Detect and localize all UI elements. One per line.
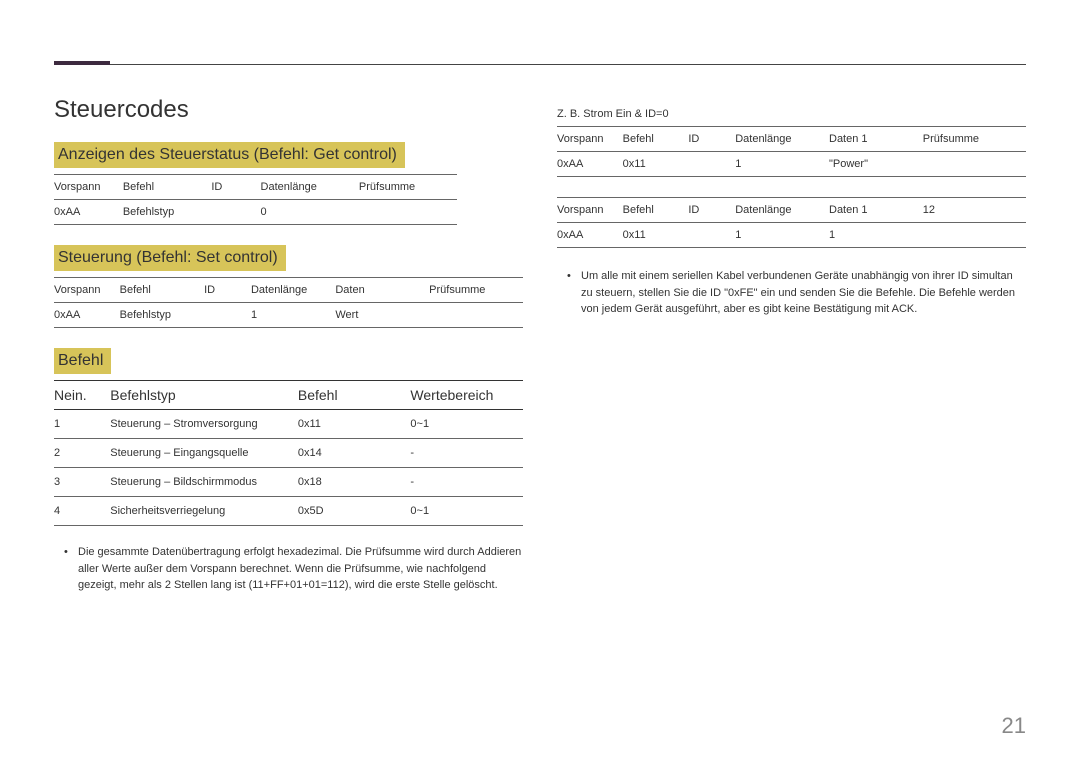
table-example-2: Vorspann Befehl ID Datenlänge Daten 1 12… <box>557 197 1026 248</box>
th: Befehl <box>623 198 689 223</box>
table-row: 0xAA 0x11 1 "Power" <box>557 152 1026 177</box>
th: Prüfsumme <box>359 175 457 200</box>
th: Vorspann <box>54 278 120 303</box>
table-get-control: Vorspann Befehl ID Datenlänge Prüfsumme … <box>54 174 457 225</box>
th: Daten 1 <box>829 127 923 152</box>
th: Datenlänge <box>735 198 829 223</box>
th: ID <box>204 278 251 303</box>
th: Datenlänge <box>735 127 829 152</box>
th: Prüfsumme <box>923 127 1026 152</box>
th: Befehlstyp <box>110 381 298 410</box>
heading-befehl: Befehl <box>54 348 111 374</box>
table-row: 3 Steuerung – Bildschirmmodus 0x18 - <box>54 468 523 497</box>
td: Befehlstyp <box>120 303 204 328</box>
table-set-control: Vorspann Befehl ID Datenlänge Daten Prüf… <box>54 277 523 328</box>
th: ID <box>688 127 735 152</box>
td: 0x14 <box>298 439 411 468</box>
td: Sicherheitsverriegelung <box>110 497 298 526</box>
th: Daten 1 <box>829 198 923 223</box>
heading-get-control: Anzeigen des Steuerstatus (Befehl: Get c… <box>54 142 405 168</box>
th: Befehl <box>120 278 204 303</box>
td: Befehlstyp <box>123 200 212 225</box>
column-left: Steuercodes Anzeigen des Steuerstatus (B… <box>54 96 523 608</box>
td: 0xAA <box>54 303 120 328</box>
td: Steuerung – Bildschirmmodus <box>110 468 298 497</box>
th: Wertebereich <box>410 381 523 410</box>
th: ID <box>211 175 260 200</box>
td: 0xAA <box>54 200 123 225</box>
td: 0xAA <box>557 152 623 177</box>
th: 12 <box>923 198 1026 223</box>
table-example-1: Vorspann Befehl ID Datenlänge Daten 1 Pr… <box>557 126 1026 177</box>
example-caption: Z. B. Strom Ein & ID=0 <box>557 108 1026 120</box>
td <box>688 152 735 177</box>
td: 1 <box>829 223 923 248</box>
td: - <box>410 439 523 468</box>
td: 0x11 <box>298 410 411 439</box>
td <box>923 152 1026 177</box>
page-top-rule <box>54 64 1026 65</box>
th: Befehl <box>298 381 411 410</box>
td: 1 <box>251 303 335 328</box>
th: Datenlänge <box>251 278 335 303</box>
table-row: 1 Steuerung – Stromversorgung 0x11 0~1 <box>54 410 523 439</box>
td: Wert <box>335 303 429 328</box>
table-row: 0xAA Befehlstyp 0 <box>54 200 457 225</box>
table-befehl: Nein. Befehlstyp Befehl Wertebereich 1 S… <box>54 380 523 526</box>
th: Daten <box>335 278 429 303</box>
table-row: 0xAA 0x11 1 1 <box>557 223 1026 248</box>
td: 0x11 <box>623 152 689 177</box>
th: ID <box>688 198 735 223</box>
td: 0xAA <box>557 223 623 248</box>
td <box>923 223 1026 248</box>
column-right: Z. B. Strom Ein & ID=0 Vorspann Befehl I… <box>557 96 1026 608</box>
td <box>429 303 523 328</box>
td: Steuerung – Eingangsquelle <box>110 439 298 468</box>
td: 0~1 <box>410 410 523 439</box>
th: Befehl <box>623 127 689 152</box>
td: 1 <box>54 410 110 439</box>
td: 0x11 <box>623 223 689 248</box>
td: 2 <box>54 439 110 468</box>
td <box>688 223 735 248</box>
td: 0x5D <box>298 497 411 526</box>
table-row: 4 Sicherheitsverriegelung 0x5D 0~1 <box>54 497 523 526</box>
table-row: 2 Steuerung – Eingangsquelle 0x14 - <box>54 439 523 468</box>
td <box>211 200 260 225</box>
note-right: Um alle mit einem seriellen Kabel verbun… <box>557 268 1026 318</box>
td: 4 <box>54 497 110 526</box>
th: Vorspann <box>54 175 123 200</box>
td: 0x18 <box>298 468 411 497</box>
td: Steuerung – Stromversorgung <box>110 410 298 439</box>
page-content: Steuercodes Anzeigen des Steuerstatus (B… <box>54 96 1026 608</box>
th: Prüfsumme <box>429 278 523 303</box>
page-accent-bar <box>54 61 110 65</box>
td: 0~1 <box>410 497 523 526</box>
th: Datenlänge <box>261 175 359 200</box>
table-row: 0xAA Befehlstyp 1 Wert <box>54 303 523 328</box>
td: 1 <box>735 223 829 248</box>
th: Befehl <box>123 175 212 200</box>
td: 1 <box>735 152 829 177</box>
td: - <box>410 468 523 497</box>
td: 0 <box>261 200 359 225</box>
section-title: Steuercodes <box>54 96 523 124</box>
page-number: 21 <box>1002 713 1026 739</box>
note-left: Die gesammte Datenübertragung erfolgt he… <box>54 544 523 594</box>
heading-set-control: Steuerung (Befehl: Set control) <box>54 245 286 271</box>
th: Nein. <box>54 381 110 410</box>
td <box>204 303 251 328</box>
td <box>359 200 457 225</box>
td: "Power" <box>829 152 923 177</box>
th: Vorspann <box>557 198 623 223</box>
td: 3 <box>54 468 110 497</box>
th: Vorspann <box>557 127 623 152</box>
